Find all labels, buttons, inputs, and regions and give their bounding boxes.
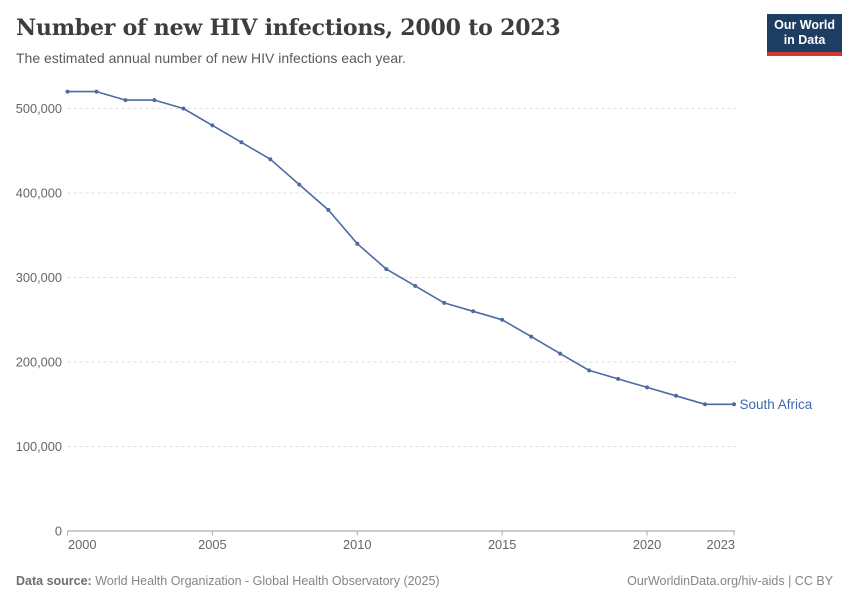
data-point xyxy=(616,376,621,381)
data-line xyxy=(67,90,734,406)
y-tick-label: 200,000 xyxy=(16,354,62,369)
data-point xyxy=(297,182,302,187)
data-point xyxy=(413,283,418,288)
data-point xyxy=(558,351,563,356)
data-point xyxy=(587,368,592,373)
data-point xyxy=(355,241,360,246)
data-point xyxy=(384,267,389,272)
data-point xyxy=(123,98,128,103)
data-point xyxy=(732,402,736,407)
x-tick-label: 2023 xyxy=(707,537,735,552)
data-point xyxy=(94,89,99,94)
data-point xyxy=(529,334,534,339)
data-point xyxy=(500,317,505,322)
owid-logo-line1: Our World xyxy=(774,18,835,32)
series-label: South Africa xyxy=(740,397,813,412)
y-tick-label: 0 xyxy=(55,523,62,538)
data-point xyxy=(703,402,707,407)
data-source-label: Data source: xyxy=(16,574,92,588)
y-tick-label: 500,000 xyxy=(16,101,62,116)
chart-header: Number of new HIV infections, 2000 to 20… xyxy=(16,15,750,68)
data-point xyxy=(471,309,476,314)
y-tick-label: 300,000 xyxy=(16,270,62,285)
data-point xyxy=(181,106,186,111)
x-tick-label: 2020 xyxy=(633,537,661,552)
chart-title: Number of new HIV infections, 2000 to 20… xyxy=(16,15,561,41)
y-tick-label: 400,000 xyxy=(16,185,62,200)
x-tick-label: 2015 xyxy=(488,537,516,552)
data-point xyxy=(210,123,215,128)
owid-logo-line2: in Data xyxy=(783,33,826,48)
y-tick-label: 100,000 xyxy=(16,439,62,454)
data-point xyxy=(674,393,678,398)
data-point xyxy=(442,300,447,305)
x-tick-label: 2005 xyxy=(198,537,226,552)
owid-logo[interactable]: Our World in Data xyxy=(767,14,842,56)
data-point xyxy=(268,157,273,162)
data-source-text: World Health Organization - Global Healt… xyxy=(91,574,440,588)
data-point xyxy=(152,98,157,103)
data-point xyxy=(239,140,244,145)
x-tick-label: 2010 xyxy=(343,537,371,552)
data-source-note: Data source: World Health Organization -… xyxy=(16,574,440,588)
license-credit-link[interactable]: OurWorldinData.org/hiv-aids | CC BY xyxy=(627,574,833,588)
data-point xyxy=(65,89,70,94)
data-point xyxy=(326,207,331,212)
data-point xyxy=(645,385,650,390)
chart-subtitle: The estimated annual number of new HIV i… xyxy=(16,50,406,67)
x-tick-label: 2000 xyxy=(68,537,96,552)
chart-footer: Data source: World Health Organization -… xyxy=(16,574,833,588)
